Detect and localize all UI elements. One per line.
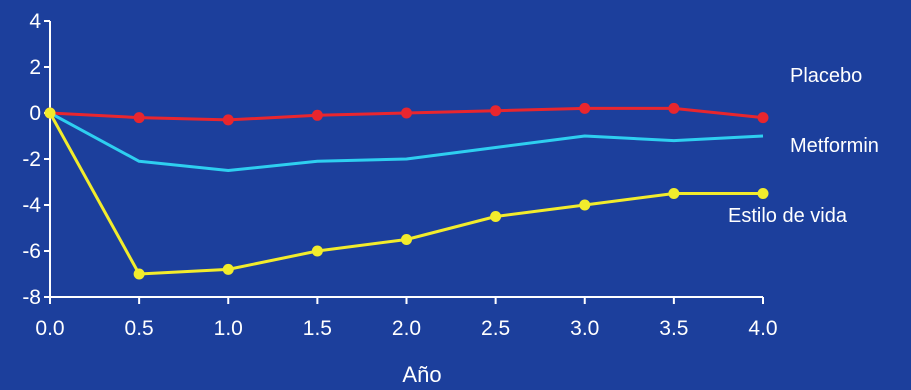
x-tick-label: 3.0	[570, 317, 599, 340]
metformin-label: Metformin	[790, 135, 879, 157]
placebo-point	[311, 109, 323, 121]
x-tick-label: 2.0	[392, 317, 421, 340]
estilo-de-vida-point	[490, 211, 502, 222]
series-lines	[44, 102, 769, 280]
x-tick-label: 0.5	[125, 317, 154, 340]
estilo-de-vida-label: Estilo de vida	[728, 205, 848, 227]
estilo-de-vida-line	[48, 112, 763, 276]
x-tick-label: 3.5	[659, 317, 688, 340]
metformin-line	[49, 111, 764, 172]
placebo-label: Placebo	[790, 65, 862, 87]
y-tick-label: 0	[29, 102, 41, 125]
placebo-point	[579, 102, 591, 114]
y-tick-label: 4	[29, 10, 41, 33]
estilo-de-vida-point	[668, 188, 680, 199]
y-axis: 4 2 0 -2 -4 -6 -8	[22, 10, 51, 309]
estilo-de-vida-point	[44, 107, 56, 119]
estilo-de-vida-point	[401, 234, 412, 245]
y-tick-label: 2	[29, 56, 41, 79]
estilo-de-vida-point	[133, 268, 145, 280]
placebo-point	[133, 112, 145, 124]
series-labels: Placebo Metformin Estilo de vida	[728, 65, 879, 227]
y-tick-label: -8	[22, 286, 41, 309]
y-tick-label: -4	[22, 194, 41, 217]
placebo-point	[222, 114, 234, 126]
estilo-de-vida-point	[222, 263, 234, 275]
x-tick-label: 0.0	[35, 317, 64, 340]
y-tick-label: -6	[22, 240, 41, 263]
estilo-de-vida-point	[579, 199, 591, 211]
estilo-de-vida-point	[311, 245, 323, 257]
placebo-point	[668, 102, 680, 114]
x-tick-label: 1.5	[303, 317, 332, 340]
x-axis-title: Año	[402, 362, 441, 387]
x-tick-label: 4.0	[748, 317, 777, 340]
placebo-point	[401, 107, 412, 119]
placebo-point	[757, 112, 769, 124]
y-tick-label: -2	[22, 148, 41, 171]
placebo-point	[490, 105, 502, 117]
estilo-de-vida-point	[757, 188, 769, 199]
x-tick-label: 1.0	[214, 317, 243, 340]
x-axis: 0.0 0.5 1.0 1.5 2.0 2.5 3.0 3.5 4.0	[35, 296, 778, 340]
x-tick-label: 2.5	[481, 317, 510, 340]
